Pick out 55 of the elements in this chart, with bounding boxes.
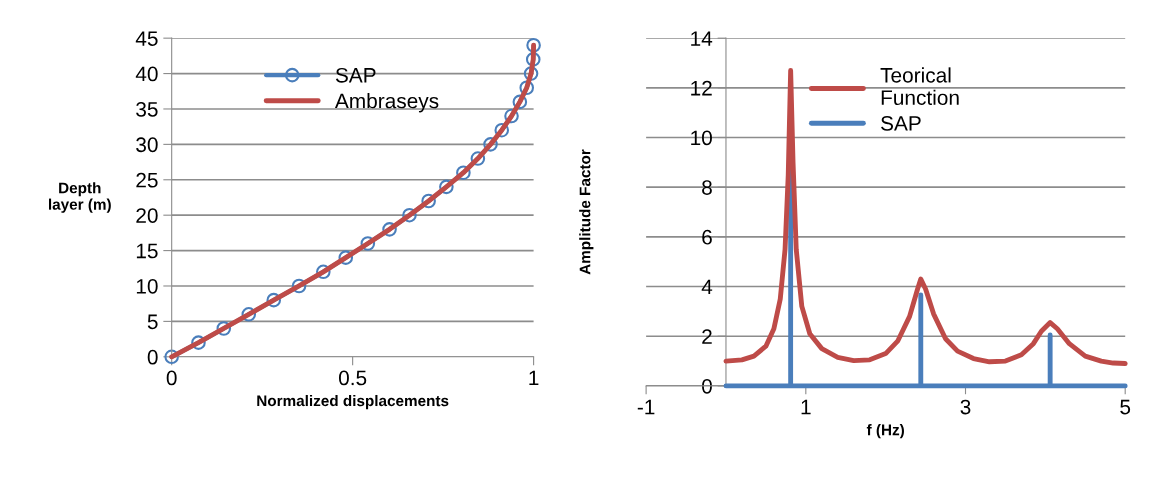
y-axis-title: Amplitude Factor — [579, 149, 594, 275]
x-tick-label: -1 — [637, 399, 655, 415]
y-tick-label: 10 — [691, 130, 712, 146]
x-axis-title: f (Hz) — [866, 424, 904, 439]
y-tick-label: 20 — [136, 208, 158, 223]
y-tick-label: 40 — [135, 66, 158, 82]
point — [494, 122, 510, 138]
legend-label: SAP — [881, 115, 921, 131]
x-tick-label: 0.5 — [338, 370, 367, 386]
point — [191, 335, 206, 350]
y-tick-label: 12 — [691, 80, 712, 96]
point — [360, 236, 376, 251]
y-tick-label: 8 — [702, 180, 712, 195]
y-tick-label: 5 — [147, 314, 158, 330]
y-tick-label: 0 — [147, 349, 158, 365]
point — [504, 108, 519, 124]
point — [291, 278, 307, 294]
point — [519, 80, 535, 96]
point — [266, 292, 282, 308]
point — [523, 66, 539, 81]
y-tick-label: 25 — [136, 172, 158, 188]
point — [439, 179, 454, 195]
point — [421, 193, 436, 209]
point — [525, 52, 541, 67]
y-tick-label: 4 — [701, 279, 713, 295]
x-axis-title: Normalized displacements — [257, 394, 449, 410]
line-series — [723, 68, 1128, 366]
y-tick-label: 2 — [702, 329, 712, 344]
point — [316, 264, 331, 280]
point — [382, 222, 397, 237]
y-tick-label: 30 — [136, 137, 158, 153]
y-tick-label: 35 — [136, 101, 158, 117]
x-tick-label: 1 — [801, 399, 811, 415]
x-tick-label: 5 — [1120, 399, 1131, 415]
point — [402, 207, 417, 223]
y-tick-label: 15 — [136, 243, 158, 259]
point — [456, 165, 471, 180]
point — [216, 321, 232, 336]
point — [241, 307, 257, 322]
point — [526, 37, 541, 53]
y-tick-label: 45 — [135, 31, 158, 46]
y-tick-label: 6 — [702, 229, 712, 245]
point — [483, 137, 498, 152]
x-tick-label: 0 — [166, 370, 177, 386]
x-tick-label: 1 — [529, 370, 539, 386]
y-tick-label: 14 — [691, 31, 713, 46]
legend-label: SAP — [335, 67, 376, 83]
x-tick-label: 3 — [960, 399, 971, 415]
point — [512, 94, 528, 110]
point — [470, 151, 486, 166]
y-tick-label: 10 — [136, 278, 158, 294]
legend-label: Ambraseys — [334, 93, 439, 113]
point — [338, 250, 354, 265]
y-axis-title: Depth layer (m) — [48, 182, 111, 213]
legend-label: Teorical Function — [880, 67, 959, 106]
